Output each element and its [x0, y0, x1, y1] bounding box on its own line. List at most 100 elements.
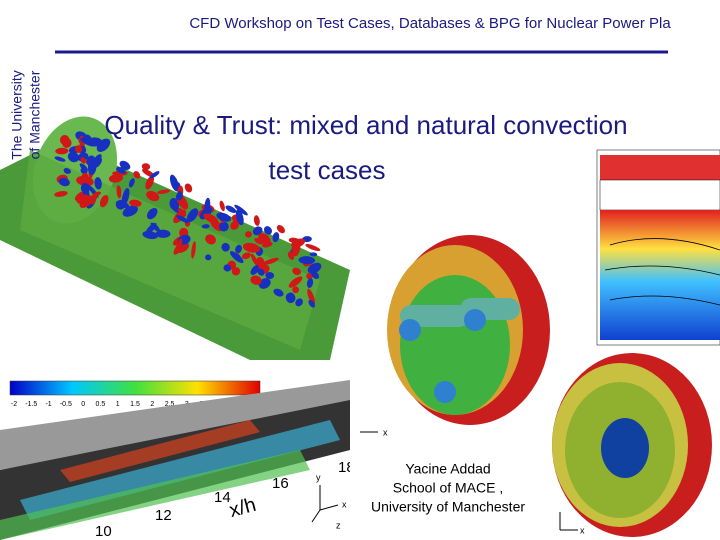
vortex-blob	[235, 209, 244, 226]
slide-title: test cases	[268, 155, 385, 185]
rod-bundle-figure: x	[360, 235, 550, 437]
vortex-blob	[184, 183, 193, 193]
vortex-blob	[229, 251, 244, 264]
colorbar-tick-label: 0.5	[96, 401, 106, 408]
vortex-blob	[99, 195, 109, 208]
vortex-blob	[295, 298, 303, 307]
vortex-blob	[169, 197, 180, 211]
vortex-blob	[58, 177, 70, 187]
vortex-blob	[258, 278, 271, 289]
vortex-blob	[205, 254, 212, 261]
axis-label: 14	[214, 489, 231, 506]
vortex-blob	[250, 264, 260, 275]
vortex-blob	[133, 171, 141, 179]
vortex-blob	[230, 220, 240, 230]
vortex-blob	[77, 152, 89, 162]
vortex-blob	[62, 138, 72, 148]
vortex-blob	[176, 238, 183, 252]
vortex-blob	[276, 225, 285, 234]
vortex-blob	[145, 175, 155, 190]
vortex-blob	[176, 215, 189, 224]
vortex-blob	[92, 154, 102, 165]
vortex-blob	[67, 151, 80, 163]
vortex-blob	[63, 168, 71, 174]
colorbar-tick-label: 2	[150, 401, 154, 408]
colorbar-tick-label: -1	[45, 401, 51, 408]
vortex-blob	[216, 212, 232, 222]
vortex-blob	[311, 271, 319, 279]
vortex-blob	[54, 156, 66, 162]
vortex-blob	[285, 292, 296, 304]
colorbar-tick-label: -1.5	[25, 401, 37, 408]
cylinder-figure	[0, 116, 350, 360]
vortex-blob	[291, 239, 301, 257]
vortex-blob	[169, 174, 180, 192]
axis-label: 10	[95, 523, 112, 540]
vortex-blob	[94, 177, 102, 190]
vortex-blob	[241, 252, 251, 260]
colorbar-tick-label: -0.5	[60, 401, 72, 408]
logo-text: The University	[9, 70, 25, 159]
vortex-blob	[155, 229, 171, 238]
vortex-blob	[157, 189, 170, 195]
vortex-blob	[175, 191, 183, 201]
vortex-blob	[119, 160, 131, 171]
axis-label: x	[580, 525, 585, 535]
triad-label: z	[336, 520, 341, 530]
vortex-blob	[201, 224, 210, 229]
vortex-blob	[141, 163, 151, 170]
vortex-blob	[121, 188, 130, 206]
vortex-blob	[225, 205, 237, 213]
vortex-blob	[307, 288, 316, 305]
vortex-blob	[79, 195, 94, 208]
author-line: Yacine Addad	[405, 461, 490, 477]
colorbar-tick-label: 2.5	[165, 401, 175, 408]
vortex-blob	[265, 272, 275, 280]
vortex-blob	[309, 252, 318, 257]
vortex-blob	[235, 244, 242, 254]
vortex-blob	[150, 171, 160, 179]
vortex-blob	[54, 191, 68, 197]
vortex-blob	[191, 241, 196, 259]
vortex-blob	[108, 174, 124, 183]
axis-label: 12	[155, 507, 172, 524]
vortex-blob	[122, 205, 138, 217]
colorbar-tick-label: 1	[116, 401, 120, 408]
vortex-blob	[76, 175, 94, 187]
vortex-blob	[272, 232, 280, 243]
annulus-figure: x	[552, 353, 712, 537]
vortex-blob	[262, 257, 279, 265]
logo-text: of Manchester	[27, 70, 43, 159]
vortex-blob	[221, 242, 230, 252]
vortex-blob	[254, 237, 263, 245]
vortex-blob	[288, 276, 303, 288]
vortex-blob	[307, 262, 322, 274]
vortex-blob	[292, 286, 300, 294]
vortex-blob	[234, 204, 248, 216]
vortex-blob	[252, 226, 263, 236]
vortex-blob	[116, 185, 122, 199]
vortex-blob	[203, 213, 219, 224]
vortex-blob	[205, 234, 216, 245]
contour-figure	[596, 149, 720, 346]
vortex-blob	[253, 215, 260, 226]
vortex-blob	[305, 244, 321, 251]
vortex-blob	[204, 197, 211, 214]
vortex-blob	[257, 268, 265, 276]
colorbar-tick-label: 0	[81, 401, 85, 408]
axis-label: x/h	[227, 494, 258, 522]
vortex-blob	[146, 190, 160, 202]
vortex-blob	[308, 299, 316, 308]
vortex-blob	[129, 199, 142, 207]
vortex-blob	[242, 242, 261, 253]
vortex-blob	[186, 208, 199, 223]
vortex-blob	[273, 288, 284, 297]
vortex-blob	[146, 207, 158, 220]
vortex-blob	[292, 267, 301, 275]
vortex-blob	[74, 145, 83, 153]
vortex-blob	[244, 231, 252, 238]
vortex-blob	[80, 167, 88, 175]
vortex-blob	[250, 275, 262, 285]
vortex-blob	[177, 208, 187, 217]
